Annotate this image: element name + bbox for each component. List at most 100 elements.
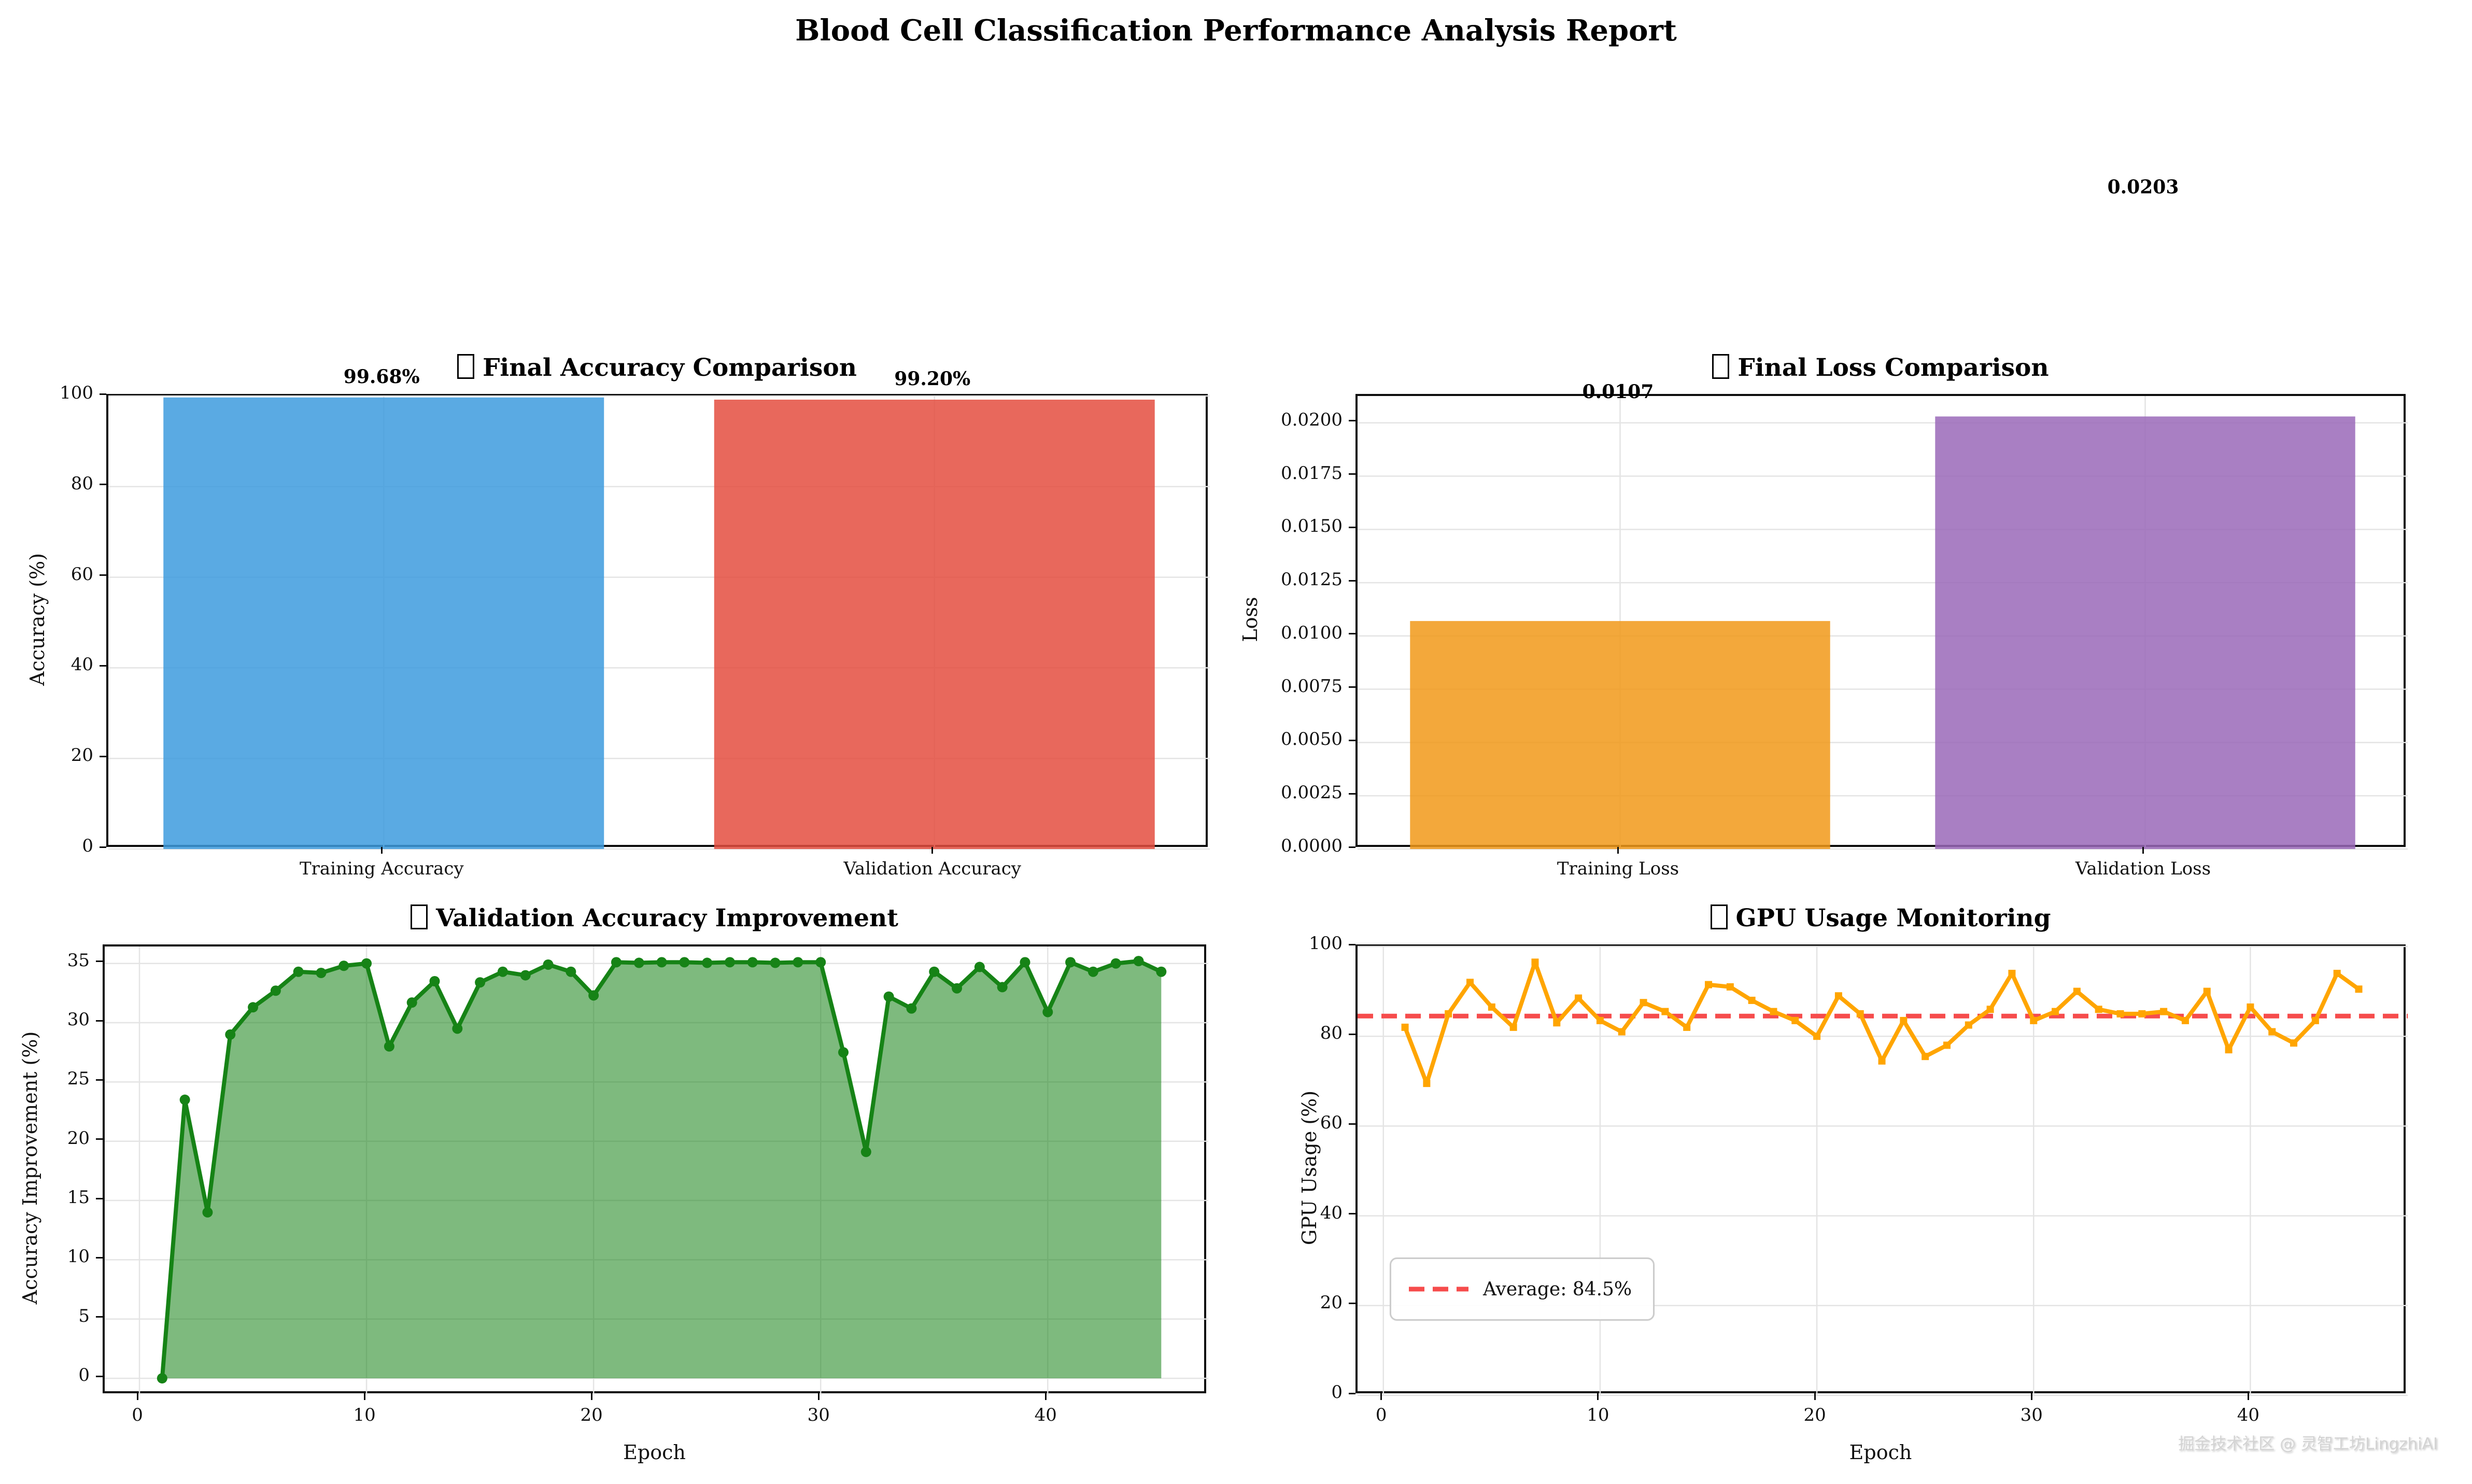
y-tick bbox=[100, 846, 106, 848]
y-tick-label: 0.0100 bbox=[1281, 622, 1343, 643]
y-tick bbox=[96, 1316, 103, 1318]
x-tick-label: 10 bbox=[353, 1405, 376, 1425]
y-tick-label: 5 bbox=[78, 1305, 90, 1326]
y-tick-label: 40 bbox=[1320, 1202, 1343, 1223]
y-tick-label: 0.0025 bbox=[1281, 782, 1343, 803]
panel-title-text: Validation Accuracy Improvement bbox=[436, 904, 898, 932]
y-tick-label: 40 bbox=[70, 654, 93, 675]
y-tick bbox=[1349, 1033, 1355, 1035]
missing-glyph-icon bbox=[1712, 354, 1730, 379]
y-tick bbox=[1349, 526, 1355, 528]
x-tick bbox=[1617, 847, 1619, 854]
y-tick-label: 10 bbox=[67, 1246, 90, 1267]
y-tick bbox=[96, 1375, 103, 1377]
bar-value-label: 99.20% bbox=[894, 368, 971, 390]
bar-value-label: 99.68% bbox=[343, 365, 420, 388]
x-tick-label: 40 bbox=[1034, 1405, 1057, 1425]
x-tick-label: Training Accuracy bbox=[299, 858, 464, 879]
y-tick bbox=[100, 665, 106, 667]
y-axis-label: Loss bbox=[1239, 597, 1262, 642]
y-tick-label: 0 bbox=[1331, 1382, 1343, 1403]
x-tick bbox=[380, 847, 383, 854]
x-tick-label: 10 bbox=[1587, 1405, 1609, 1425]
x-tick bbox=[590, 1393, 592, 1400]
missing-glyph-icon bbox=[457, 354, 475, 379]
y-axis-label: GPU Usage (%) bbox=[1298, 1090, 1321, 1246]
y-tick bbox=[100, 574, 106, 576]
y-tick-label: 0.0200 bbox=[1281, 409, 1343, 430]
x-axis-label: Epoch bbox=[623, 1441, 686, 1464]
chart-canvas bbox=[108, 395, 1210, 850]
plot-area-accuracy-comparison bbox=[106, 394, 1210, 850]
x-tick-label: Validation Accuracy bbox=[843, 858, 1021, 879]
bar-value-label: 0.0203 bbox=[2107, 176, 2179, 199]
x-tick bbox=[1044, 1393, 1047, 1400]
panel-title-text: GPU Usage Monitoring bbox=[1735, 904, 2051, 932]
x-tick bbox=[2142, 847, 2144, 854]
x-tick-label: 40 bbox=[2237, 1405, 2260, 1425]
y-tick-label: 15 bbox=[67, 1187, 90, 1208]
y-tick bbox=[96, 1256, 103, 1259]
y-tick-label: 100 bbox=[60, 383, 93, 403]
y-tick bbox=[96, 1138, 103, 1140]
y-tick bbox=[96, 1197, 103, 1199]
y-tick-label: 30 bbox=[67, 1009, 90, 1030]
y-tick-label: 20 bbox=[70, 745, 93, 766]
y-tick bbox=[100, 484, 106, 486]
y-tick bbox=[1349, 943, 1355, 945]
x-tick-label: 30 bbox=[807, 1405, 830, 1425]
chart-canvas bbox=[105, 946, 1208, 1395]
y-tick-label: 0.0000 bbox=[1281, 836, 1343, 856]
y-tick-label: 0 bbox=[78, 1365, 90, 1386]
y-tick-label: 80 bbox=[1320, 1023, 1343, 1044]
y-tick bbox=[1349, 420, 1355, 422]
x-tick bbox=[363, 1393, 365, 1400]
y-tick bbox=[1349, 1123, 1355, 1125]
y-tick-label: 35 bbox=[67, 950, 90, 971]
y-tick bbox=[1349, 793, 1355, 795]
x-tick bbox=[1814, 1393, 1816, 1400]
legend-label: Average: 84.5% bbox=[1483, 1278, 1632, 1300]
x-tick bbox=[2247, 1393, 2249, 1400]
y-axis-label: Accuracy (%) bbox=[26, 553, 49, 686]
y-tick-label: 20 bbox=[67, 1127, 90, 1149]
y-tick bbox=[1349, 846, 1355, 848]
panel-title-loss-comparison: Final Loss Comparison bbox=[1355, 354, 2406, 382]
x-tick-label: 0 bbox=[1375, 1405, 1387, 1425]
x-tick bbox=[931, 847, 934, 854]
y-tick bbox=[96, 960, 103, 963]
y-tick-label: 80 bbox=[70, 473, 93, 494]
bar-value-label: 0.0107 bbox=[1582, 381, 1654, 403]
y-tick bbox=[1349, 1303, 1355, 1305]
y-tick-label: 60 bbox=[70, 563, 93, 585]
chart-canvas bbox=[1358, 396, 2408, 850]
missing-glyph-icon bbox=[1710, 904, 1728, 929]
y-tick bbox=[1349, 580, 1355, 582]
y-tick-label: 0.0175 bbox=[1281, 462, 1343, 484]
x-tick-label: 20 bbox=[1803, 1405, 1826, 1425]
panel-title-gpu-usage: GPU Usage Monitoring bbox=[1355, 904, 2406, 932]
panel-title-accuracy-comparison: Final Accuracy Comparison bbox=[106, 354, 1208, 382]
y-tick-label: 0.0150 bbox=[1281, 516, 1343, 537]
x-tick-label: Validation Loss bbox=[2075, 858, 2211, 879]
y-tick-label: 60 bbox=[1320, 1112, 1343, 1134]
y-tick bbox=[100, 393, 106, 395]
legend: Average: 84.5% bbox=[1390, 1257, 1655, 1321]
chart-canvas bbox=[1358, 945, 2408, 1396]
y-tick-label: 0.0050 bbox=[1281, 729, 1343, 750]
x-tick-label: 30 bbox=[2020, 1405, 2043, 1425]
y-tick-label: 0.0075 bbox=[1281, 675, 1343, 697]
y-tick bbox=[96, 1020, 103, 1022]
y-tick bbox=[1349, 1392, 1355, 1394]
watermark: 掘金技术社区 @ 灵智工坊LingzhiAI bbox=[2178, 1435, 2438, 1453]
panel-title-text: Final Loss Comparison bbox=[1738, 354, 2049, 382]
y-tick bbox=[100, 755, 106, 757]
legend-dash-icon bbox=[1409, 1287, 1468, 1292]
y-tick-label: 20 bbox=[1320, 1292, 1343, 1313]
missing-glyph-icon bbox=[411, 904, 428, 929]
plot-area-gpu-usage bbox=[1355, 944, 2408, 1396]
x-tick bbox=[1380, 1393, 1382, 1400]
plot-area-val-accuracy-improvement bbox=[103, 944, 1208, 1395]
plot-area-loss-comparison bbox=[1355, 394, 2408, 850]
